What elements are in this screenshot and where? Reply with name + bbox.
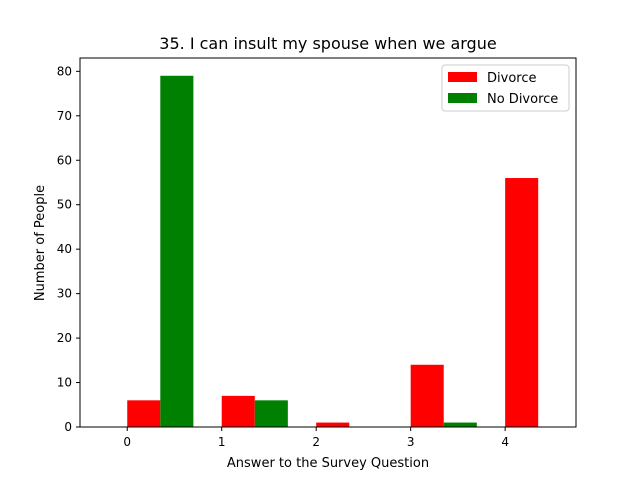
bar-divorce-4	[505, 178, 539, 427]
bars-group	[127, 75, 539, 427]
bar-divorce-2	[316, 422, 350, 427]
x-tick-label: 3	[407, 435, 415, 449]
x-tick-label: 4	[501, 435, 509, 449]
y-tick-label: 20	[57, 331, 72, 345]
plot-area-frame	[79, 57, 577, 428]
y-tick-label: 30	[57, 287, 72, 301]
bar-no-divorce-0	[160, 75, 194, 427]
x-tick-label: 0	[123, 435, 131, 449]
legend: Divorce No Divorce	[441, 64, 570, 112]
bar-no-divorce-3	[443, 422, 477, 427]
legend-label-divorce: Divorce	[487, 71, 536, 86]
x-ticks-group: 0 1 2 3 4	[123, 427, 509, 449]
y-tick-label: 80	[57, 64, 72, 78]
chart-title: 35. I can insult my spouse when we argue	[159, 34, 496, 53]
y-axis-label: Number of People	[33, 185, 48, 301]
y-tick-label: 70	[57, 109, 72, 123]
legend-swatch-no-divorce	[448, 93, 477, 103]
bar-divorce-3	[410, 364, 444, 427]
y-tick-label: 50	[57, 198, 72, 212]
legend-label-no-divorce: No Divorce	[487, 92, 558, 107]
y-tick-label: 40	[57, 242, 72, 256]
x-axis-label: Answer to the Survey Question	[227, 456, 429, 471]
y-tick-label: 0	[64, 420, 72, 434]
bar-no-divorce-1	[254, 400, 288, 427]
y-ticks-group: 0 10 20 30 40 50 60 70 80	[57, 64, 80, 434]
legend-swatch-divorce	[448, 72, 477, 82]
bar-divorce-0	[127, 400, 161, 427]
x-tick-label: 1	[218, 435, 226, 449]
y-tick-label: 60	[57, 153, 72, 167]
y-tick-label: 10	[57, 376, 72, 390]
x-tick-label: 2	[312, 435, 320, 449]
bar-divorce-1	[221, 395, 255, 427]
